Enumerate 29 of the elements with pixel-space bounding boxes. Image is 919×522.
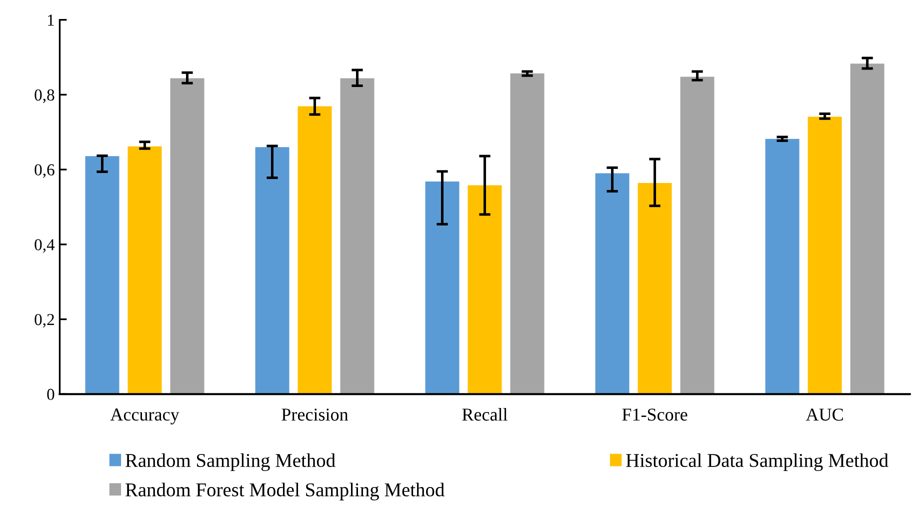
bar [680, 76, 714, 394]
y-tick-label: 0,6 [34, 164, 54, 178]
y-tick-label: 1 [48, 14, 54, 26]
bar [638, 183, 672, 394]
bar [850, 64, 884, 394]
bar [170, 78, 204, 394]
bar [765, 138, 800, 394]
x-tick-label: AUC [806, 408, 843, 421]
legend-label: Historical Data Sampling Method [626, 453, 888, 472]
bar [298, 106, 332, 394]
legend-label: Random Forest Model Sampling Method [126, 482, 444, 500]
bar [595, 173, 630, 394]
x-tick-label: F1-Score [622, 408, 688, 421]
legend-label: Random Sampling Method [126, 453, 336, 472]
bar [85, 156, 120, 394]
bar [340, 78, 374, 394]
y-tick-label: 0,4 [34, 239, 55, 253]
bar [425, 182, 460, 394]
bar [468, 185, 502, 394]
x-tick-label: Accuracy [110, 408, 180, 424]
y-tick-label: 0 [47, 388, 54, 400]
bar [510, 73, 544, 394]
bar [128, 146, 162, 394]
bar [255, 147, 290, 394]
x-tick-label: Precision [282, 408, 348, 421]
bar [808, 116, 842, 394]
y-tick-label: 0,8 [34, 89, 54, 104]
x-tick-label: Recall [462, 408, 508, 421]
y-tick-label: 0,2 [34, 314, 54, 328]
